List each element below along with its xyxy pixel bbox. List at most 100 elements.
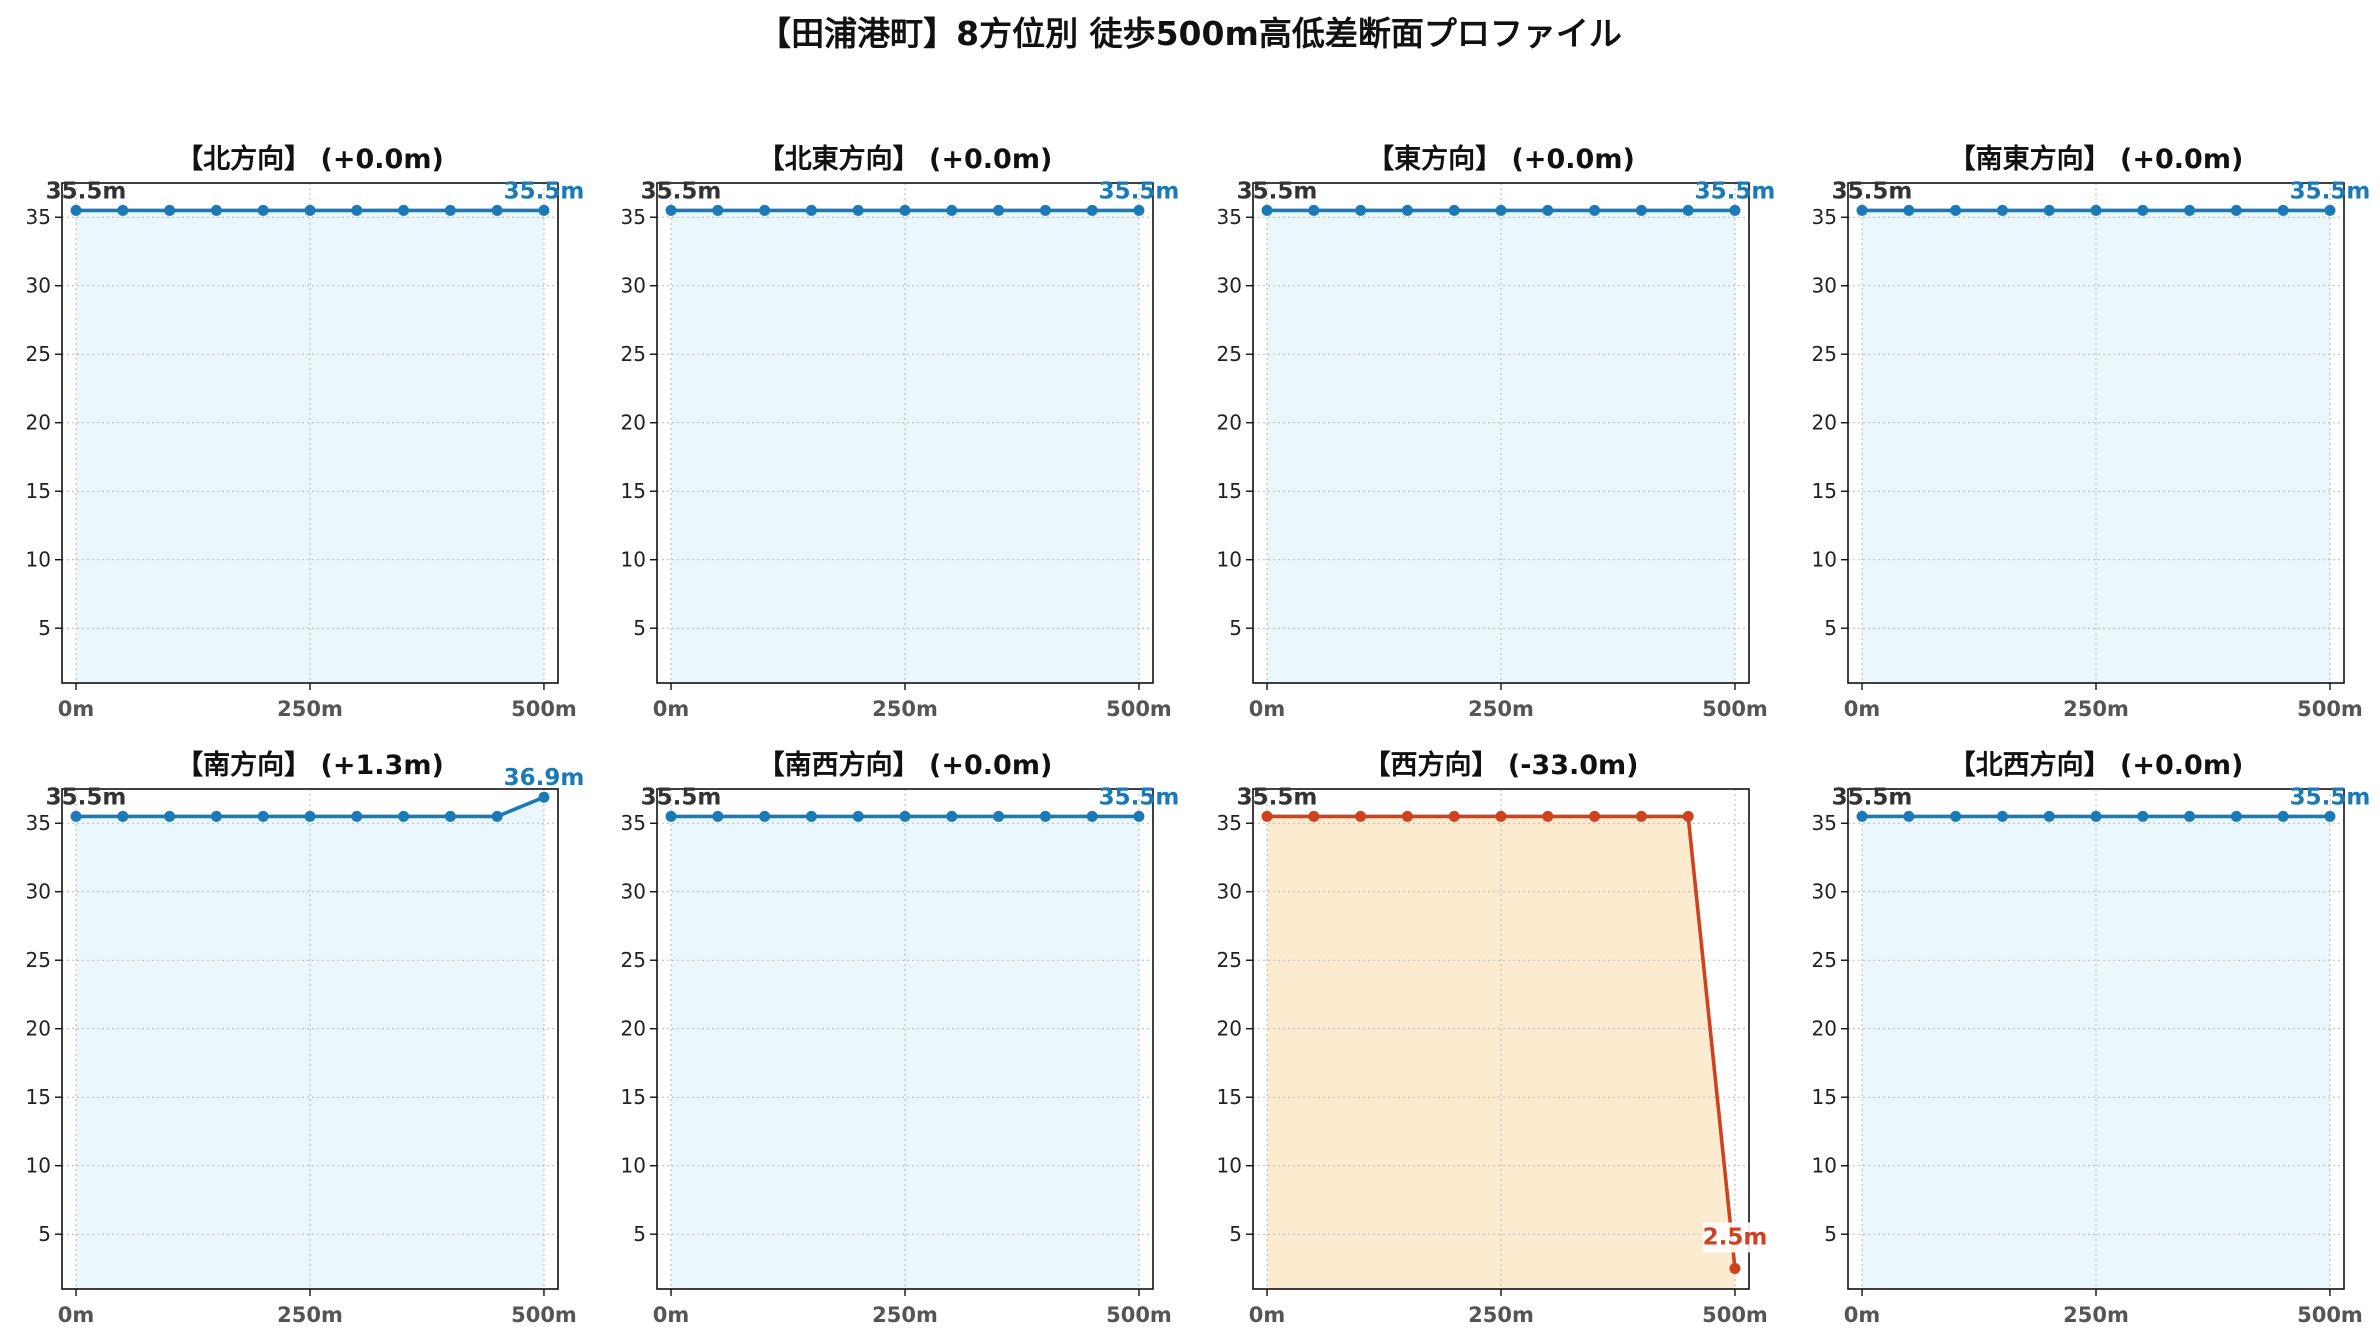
panel-6: 【南西方向】 (+0.0m) 5 10 15 20 25 30 35 0m 250m 500m 35.… — [621, 749, 1180, 1327]
x-tick-label: 250m — [277, 1303, 343, 1327]
profile-point — [1308, 810, 1320, 822]
y-tick-label: 20 — [1217, 1017, 1242, 1041]
y-tick-label: 10 — [1217, 548, 1242, 572]
profile-point — [351, 810, 363, 822]
profile-point — [665, 810, 677, 822]
y-tick-label: 25 — [1812, 948, 1837, 972]
y-tick-label: 10 — [1217, 1154, 1242, 1178]
y-tick-label: 5 — [1824, 1222, 1837, 1246]
profile-point — [2090, 810, 2102, 822]
profile-point — [70, 810, 82, 822]
y-tick-label: 10 — [621, 548, 646, 572]
y-tick-label: 35 — [26, 205, 51, 229]
profile-point — [759, 810, 771, 822]
y-tick-label: 20 — [621, 411, 646, 435]
profile-point — [304, 204, 316, 216]
y-tick-label: 5 — [1229, 616, 1242, 640]
profile-point — [852, 204, 864, 216]
profile-point — [2277, 810, 2289, 822]
y-tick-label: 5 — [1229, 1222, 1242, 1246]
y-tick-label: 15 — [1217, 1085, 1242, 1109]
y-tick-label: 20 — [1812, 1017, 1837, 1041]
profile-point — [2090, 204, 2102, 216]
profile-point — [538, 791, 550, 803]
panel-title: 【南方向】 (+1.3m) — [176, 749, 444, 781]
profile-point — [2137, 810, 2149, 822]
profile-fill — [1267, 210, 1735, 683]
x-tick-label: 250m — [277, 697, 343, 721]
x-tick-label: 0m — [1844, 1303, 1881, 1327]
profile-point — [1856, 810, 1868, 822]
panel-title: 【西方向】 (-33.0m) — [1363, 749, 1638, 781]
profile-point — [1950, 204, 1962, 216]
profile-fill — [76, 210, 544, 683]
y-tick-label: 5 — [633, 616, 646, 640]
y-tick-label: 5 — [633, 1222, 646, 1246]
profile-point — [1729, 1262, 1741, 1274]
x-tick-label: 500m — [1106, 1303, 1172, 1327]
profile-point — [1495, 204, 1507, 216]
profile-point — [1133, 204, 1145, 216]
profile-point — [2277, 204, 2289, 216]
panel-7: 【西方向】 (-33.0m) 5 10 15 20 25 30 35 0m 250m 500m 35.… — [1217, 749, 1768, 1327]
profile-point — [2230, 204, 2242, 216]
y-tick-label: 5 — [38, 616, 51, 640]
y-tick-label: 20 — [621, 1017, 646, 1041]
profile-point — [70, 204, 82, 216]
profile-point — [1448, 810, 1460, 822]
end-elevation-label: 35.5m — [504, 178, 585, 204]
start-elevation-label: 35.5m — [641, 784, 722, 810]
y-tick-label: 20 — [26, 411, 51, 435]
y-tick-label: 35 — [1217, 811, 1242, 835]
profile-point — [1448, 204, 1460, 216]
profile-point — [1086, 810, 1098, 822]
x-tick-label: 0m — [58, 1303, 95, 1327]
y-tick-label: 25 — [1217, 948, 1242, 972]
y-tick-label: 30 — [621, 274, 646, 298]
profile-point — [164, 810, 176, 822]
profile-point — [538, 204, 550, 216]
x-tick-label: 0m — [58, 697, 95, 721]
start-elevation-label: 35.5m — [46, 178, 127, 204]
y-tick-label: 30 — [26, 880, 51, 904]
y-tick-label: 30 — [621, 880, 646, 904]
y-tick-label: 15 — [26, 1085, 51, 1109]
profile-point — [1401, 810, 1413, 822]
profile-point — [946, 810, 958, 822]
profile-point — [117, 810, 129, 822]
profile-point — [257, 810, 269, 822]
profile-point — [1355, 810, 1367, 822]
profile-point — [2043, 810, 2055, 822]
profile-point — [444, 204, 456, 216]
end-elevation-label: 36.9m — [504, 765, 585, 791]
profile-point — [444, 810, 456, 822]
start-elevation-label: 35.5m — [1832, 178, 1913, 204]
start-elevation-label: 35.5m — [1237, 178, 1318, 204]
profile-point — [1355, 204, 1367, 216]
end-elevation-label: 35.5m — [2290, 178, 2371, 204]
end-elevation-label: 35.5m — [1099, 784, 1180, 810]
profile-point — [1039, 810, 1051, 822]
y-tick-label: 35 — [1812, 811, 1837, 835]
x-tick-label: 500m — [2297, 697, 2363, 721]
profile-point — [899, 810, 911, 822]
figure-title: 【田浦港町】8方位別 徒歩500m高低差断面プロファイル — [758, 14, 1622, 53]
end-label-bg — [1702, 1222, 1767, 1253]
panel-title: 【南東方向】 (+0.0m) — [1949, 143, 2244, 175]
profile-point — [1401, 204, 1413, 216]
x-tick-label: 500m — [1702, 697, 1768, 721]
x-tick-label: 0m — [653, 1303, 690, 1327]
start-elevation-label: 35.5m — [46, 784, 127, 810]
profile-point — [1996, 204, 2008, 216]
profile-point — [398, 204, 410, 216]
end-elevation-label: 35.5m — [1695, 178, 1776, 204]
panel-4: 【南東方向】 (+0.0m) 5 10 15 20 25 30 35 0m 250m 500m 35.… — [1812, 143, 2371, 721]
profile-point — [1133, 810, 1145, 822]
x-tick-label: 250m — [1468, 1303, 1534, 1327]
panel-title: 【東方向】 (+0.0m) — [1367, 143, 1635, 175]
y-tick-label: 10 — [621, 1154, 646, 1178]
y-tick-label: 20 — [26, 1017, 51, 1041]
profile-point — [1542, 810, 1554, 822]
profile-point — [1950, 810, 1962, 822]
profile-point — [712, 810, 724, 822]
